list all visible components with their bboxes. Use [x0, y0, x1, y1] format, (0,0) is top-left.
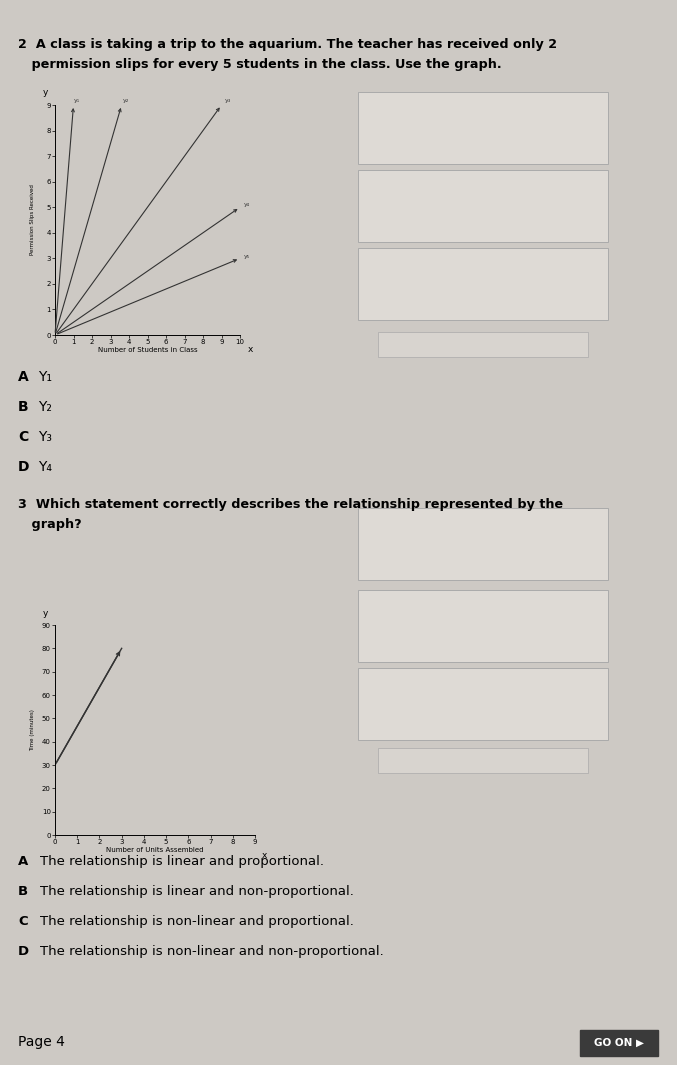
X-axis label: Number of Students in Class: Number of Students in Class	[97, 346, 197, 353]
Text: x: x	[247, 345, 253, 355]
Text: Permission Slips Received: Permission Slips Received	[30, 184, 35, 256]
Text: 3  Which statement correctly describes the relationship represented by the: 3 Which statement correctly describes th…	[18, 498, 563, 511]
Text: The relationship is linear and proportional.: The relationship is linear and proportio…	[40, 855, 324, 868]
Text: Y₄: Y₄	[38, 460, 52, 474]
X-axis label: Number of Units Assembled: Number of Units Assembled	[106, 847, 204, 853]
Text: Y₃: Y₃	[38, 430, 52, 444]
Text: y: y	[43, 609, 47, 618]
FancyBboxPatch shape	[358, 508, 608, 580]
Text: y₄: y₄	[244, 202, 250, 207]
Text: C: C	[18, 430, 28, 444]
Text: The relationship is non-linear and proportional.: The relationship is non-linear and propo…	[40, 915, 354, 928]
Text: y₁: y₁	[74, 98, 80, 102]
Text: x: x	[262, 851, 267, 861]
Text: graph?: graph?	[18, 518, 82, 531]
Text: 2  A class is taking a trip to the aquarium. The teacher has received only 2: 2 A class is taking a trip to the aquari…	[18, 38, 557, 51]
Text: Page 4: Page 4	[18, 1035, 65, 1049]
Text: D: D	[18, 945, 29, 958]
Text: C: C	[18, 915, 28, 928]
Text: The relationship is linear and non-proportional.: The relationship is linear and non-propo…	[40, 885, 354, 898]
Text: y₅: y₅	[244, 255, 250, 259]
Text: B: B	[18, 885, 28, 898]
FancyBboxPatch shape	[358, 248, 608, 320]
FancyBboxPatch shape	[580, 1030, 658, 1056]
Text: permission slips for every 5 students in the class. Use the graph.: permission slips for every 5 students in…	[18, 58, 502, 71]
Text: Time (minutes): Time (minutes)	[30, 709, 35, 751]
Text: y₃: y₃	[225, 98, 232, 102]
Text: y₂: y₂	[123, 98, 129, 102]
Text: D: D	[18, 460, 30, 474]
Text: The relationship is non-linear and non-proportional.: The relationship is non-linear and non-p…	[40, 945, 384, 958]
FancyBboxPatch shape	[358, 668, 608, 740]
FancyBboxPatch shape	[378, 748, 588, 773]
Text: Y₂: Y₂	[38, 400, 52, 414]
Text: GO ON ▶: GO ON ▶	[594, 1038, 644, 1048]
FancyBboxPatch shape	[358, 170, 608, 242]
Text: A: A	[18, 855, 28, 868]
Text: Y₁: Y₁	[38, 370, 52, 384]
FancyBboxPatch shape	[358, 590, 608, 662]
FancyBboxPatch shape	[358, 92, 608, 164]
Text: B: B	[18, 400, 28, 414]
Text: y: y	[43, 88, 49, 97]
Text: A: A	[18, 370, 28, 384]
FancyBboxPatch shape	[378, 332, 588, 357]
